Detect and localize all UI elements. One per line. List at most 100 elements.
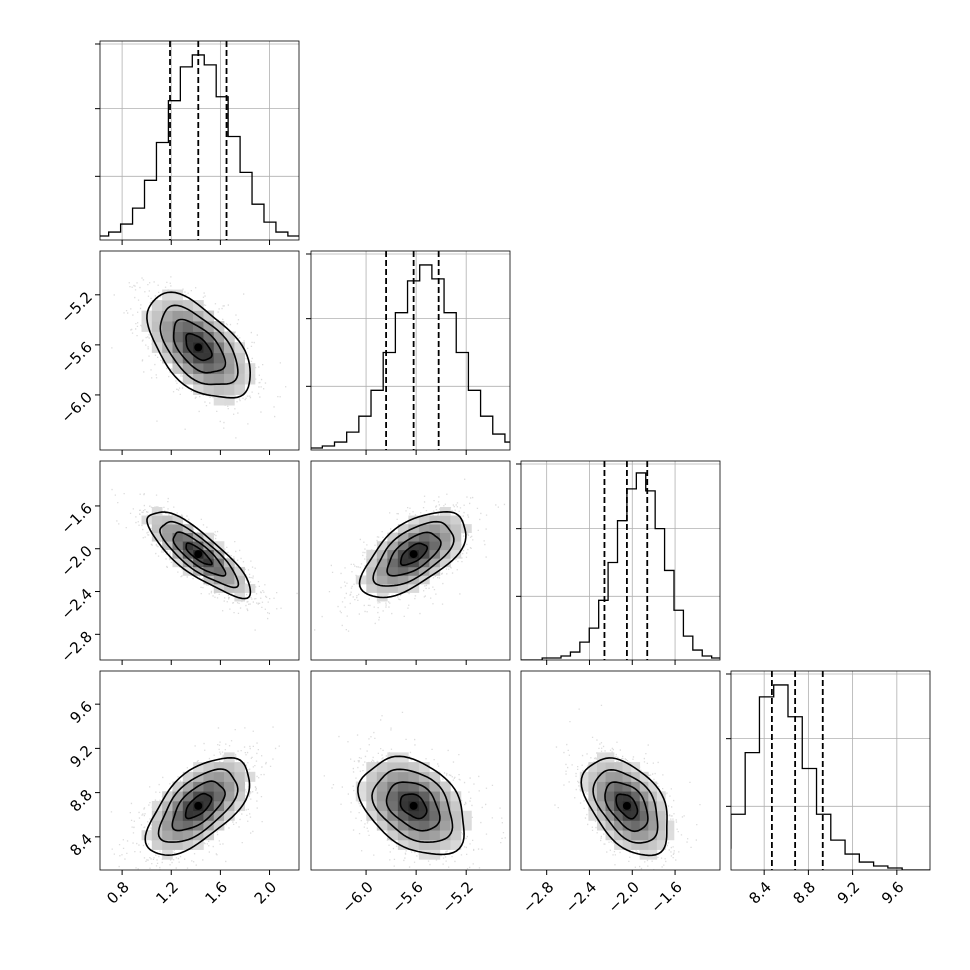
- x-tick-label: 9.6: [878, 878, 908, 908]
- panel-frame: [99, 40, 300, 241]
- density-cell: [429, 558, 441, 568]
- density-cell: [234, 373, 246, 385]
- panel-2-0: −2.8 −2.4 −2.0 −1.6: [58, 460, 300, 666]
- density-cell: [172, 515, 184, 525]
- contour-line: [172, 318, 227, 374]
- density-cell: [224, 342, 235, 353]
- density-cell: [376, 541, 388, 551]
- density-cell: [622, 771, 632, 782]
- contour-line: [146, 291, 252, 399]
- density-cell: [418, 771, 430, 782]
- density-cell: [450, 524, 462, 533]
- density-cell: [162, 331, 173, 343]
- density-cell: [172, 310, 184, 322]
- contour-line: [171, 780, 226, 832]
- density-cell: [596, 762, 606, 773]
- density-cell: [234, 791, 246, 802]
- density-cell: [162, 300, 173, 311]
- density-cell: [203, 384, 215, 395]
- density-cell: [213, 771, 225, 782]
- density-cell: [224, 373, 235, 385]
- density-cell: [622, 791, 632, 802]
- density-cell: [460, 810, 472, 821]
- density-cell: [182, 541, 194, 551]
- density-cell: [172, 791, 184, 802]
- density-cell: [172, 558, 184, 568]
- density-cell: [648, 810, 658, 821]
- density-cell: [151, 532, 163, 542]
- density-cell: [588, 771, 598, 782]
- density-cell: [387, 791, 399, 802]
- density-cell: [648, 830, 658, 841]
- density-cell: [213, 373, 225, 385]
- density-cell: [605, 820, 615, 831]
- y-tick-label: −5.2: [58, 288, 96, 326]
- density-cell: [397, 541, 409, 551]
- density-cell: [224, 810, 235, 821]
- density-cell: [460, 524, 472, 533]
- density-cell: [631, 781, 641, 792]
- density-cell: [450, 839, 462, 850]
- density-cell: [234, 781, 246, 792]
- panel-1-0: −6.0 −5.6 −5.2: [58, 250, 300, 455]
- density-cell: [418, 820, 430, 831]
- density-cell: [162, 791, 173, 802]
- density-cell: [203, 575, 215, 585]
- density-cell: [193, 566, 204, 576]
- y-tick-label: −1.6: [58, 499, 96, 537]
- density-cell: [605, 791, 615, 802]
- density-cell: [182, 352, 194, 364]
- density-cell: [151, 801, 163, 812]
- density-cell: [631, 820, 641, 831]
- density-cell: [213, 363, 225, 374]
- contour-line: [159, 520, 240, 589]
- density-cell: [366, 558, 378, 568]
- density-cell: [622, 839, 632, 850]
- density-cell: [141, 321, 153, 332]
- density-cell: [579, 781, 589, 792]
- density-cell: [450, 791, 462, 802]
- density-peak: [622, 801, 631, 810]
- density-cell: [203, 820, 215, 831]
- density-cell: [182, 331, 194, 343]
- density-cell: [605, 762, 615, 773]
- density-cell: [588, 791, 598, 802]
- density-cell: [203, 363, 215, 374]
- density-cell: [376, 820, 388, 831]
- density-cell: [408, 791, 420, 802]
- panel-frame: [310, 250, 511, 451]
- density-cell: [439, 558, 451, 568]
- density-cell: [418, 566, 430, 576]
- density-cell: [596, 810, 606, 821]
- density-cell: [193, 373, 204, 385]
- density-peak: [409, 801, 418, 810]
- density-cell: [203, 321, 215, 332]
- density-cell: [182, 781, 194, 792]
- density-cell: [639, 839, 649, 850]
- density-cell: [429, 791, 441, 802]
- density-cell: [162, 810, 173, 821]
- density-cell: [182, 791, 194, 802]
- density-cell: [387, 566, 399, 576]
- density-cell: [213, 352, 225, 364]
- density-cell: [408, 839, 420, 850]
- density-cell: [665, 820, 675, 831]
- density-cell: [631, 762, 641, 773]
- density-cell: [193, 839, 204, 850]
- density-cell: [439, 515, 451, 525]
- density-cell: [244, 771, 256, 782]
- density-cell: [418, 849, 430, 860]
- density-cell: [460, 820, 472, 831]
- density-cell: [387, 830, 399, 841]
- density-cell: [596, 752, 606, 763]
- panel-3-2: −2.8 −2.4 −2.0 −1.6: [519, 670, 721, 917]
- density-cell: [429, 839, 441, 850]
- panel-1-1: [306, 250, 511, 455]
- density-cell: [162, 321, 173, 332]
- x-tick-label: 8.4: [745, 878, 775, 908]
- density-cell: [614, 820, 623, 831]
- density-cell: [213, 820, 225, 831]
- density-cell: [605, 781, 615, 792]
- density-cell: [596, 771, 606, 782]
- density-cell: [193, 363, 204, 374]
